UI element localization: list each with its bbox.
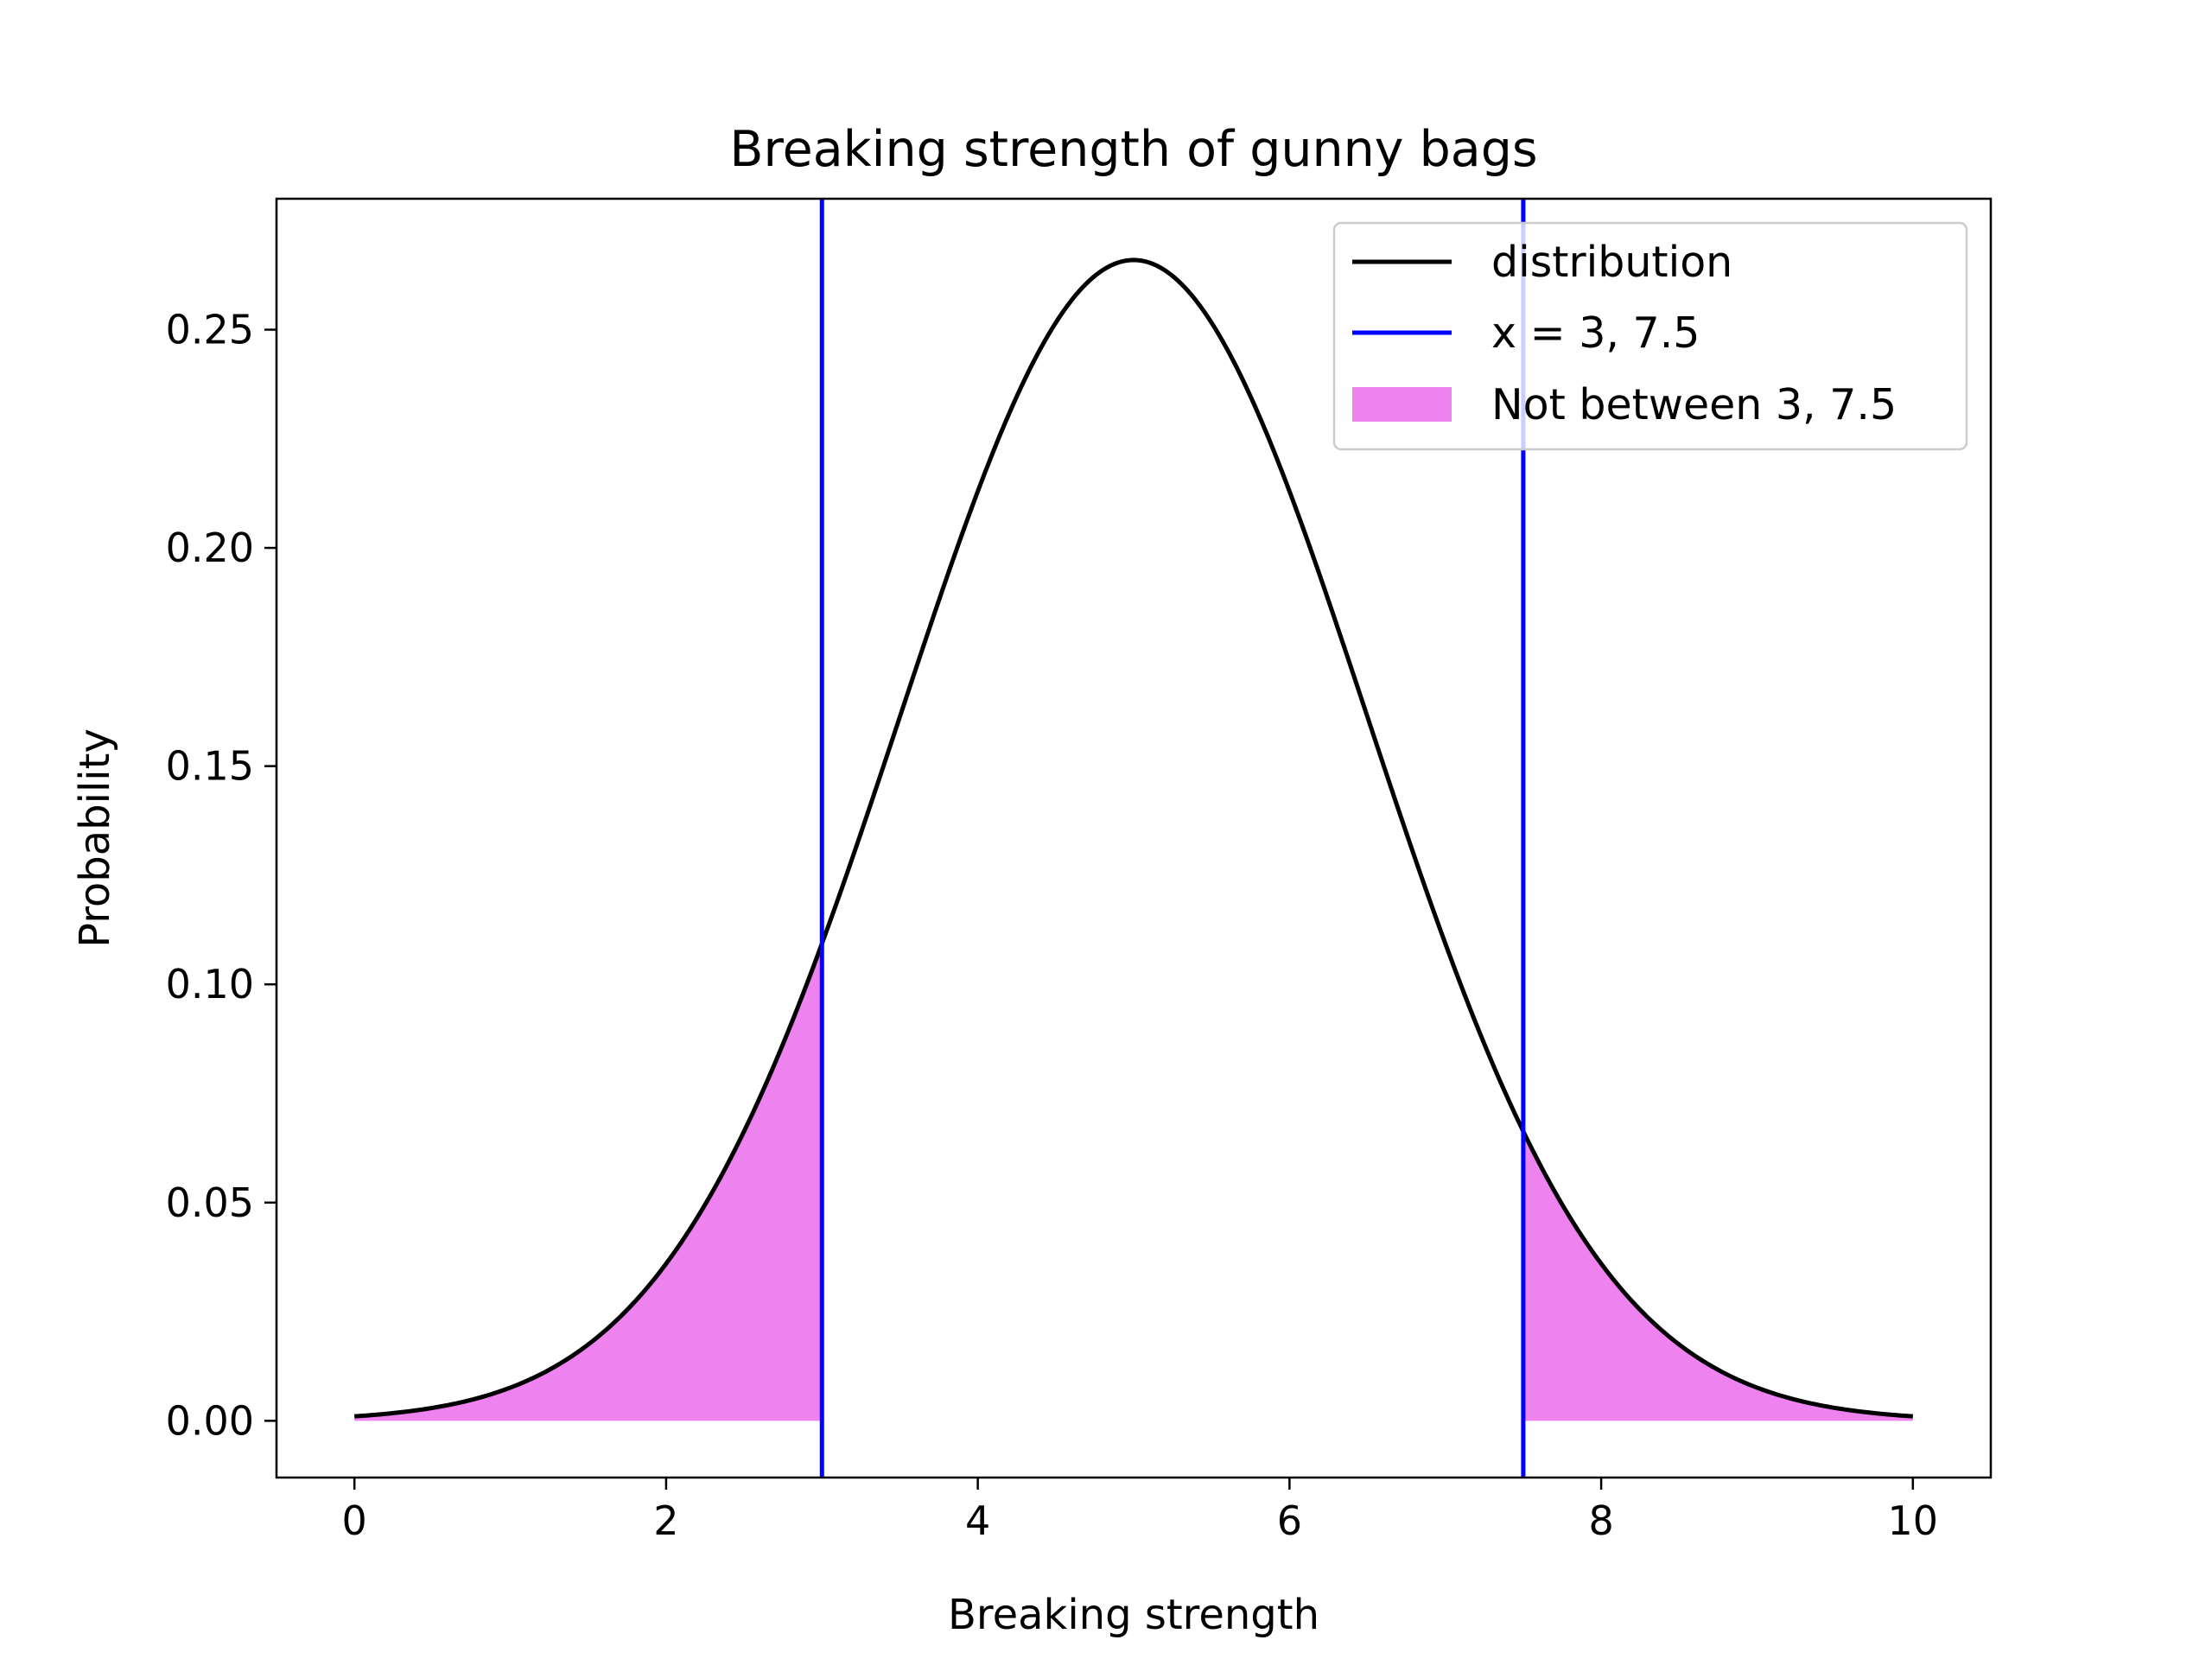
shaded-tail-left xyxy=(354,944,823,1421)
y-tick-label: 0.25 xyxy=(166,307,254,353)
y-tick-label: 0.05 xyxy=(166,1179,254,1226)
x-tick-label: 4 xyxy=(965,1497,990,1544)
legend-swatch-fill xyxy=(1352,387,1452,422)
legend: distribution x = 3, 7.5 Not between 3, 7… xyxy=(1332,221,1968,451)
chart-title: Breaking strength of gunny bags xyxy=(729,121,1537,178)
distribution-line xyxy=(354,257,1913,1419)
legend-label-vlines: x = 3, 7.5 xyxy=(1491,308,1700,358)
plot-frame xyxy=(275,197,1993,1479)
legend-label-distribution: distribution xyxy=(1491,238,1732,287)
y-axis: 0.00 0.05 0.10 0.15 0.20 0.25 xyxy=(166,307,276,1444)
y-tick-label: 0.20 xyxy=(166,524,254,571)
x-tick-label: 2 xyxy=(653,1497,678,1544)
x-tick-label: 8 xyxy=(1588,1497,1613,1544)
y-tick-label: 0.00 xyxy=(166,1397,254,1444)
y-tick-label: 0.15 xyxy=(166,743,254,790)
x-axis-label: Breaking strength xyxy=(948,1591,1319,1639)
fill-layer xyxy=(354,944,1913,1421)
legend-box xyxy=(1332,221,1968,451)
x-tick-label: 0 xyxy=(342,1497,367,1544)
x-tick-label: 10 xyxy=(1888,1497,1939,1544)
legend-label-fill: Not between 3, 7.5 xyxy=(1491,380,1897,429)
y-tick-label: 0.10 xyxy=(166,961,254,1007)
y-axis-label: Probability xyxy=(71,728,119,948)
curve-layer xyxy=(354,257,1913,1419)
x-tick-label: 6 xyxy=(1277,1497,1302,1544)
shaded-tail-right xyxy=(1522,1131,1913,1421)
x-axis: 0 2 4 6 8 10 xyxy=(342,1478,1939,1544)
